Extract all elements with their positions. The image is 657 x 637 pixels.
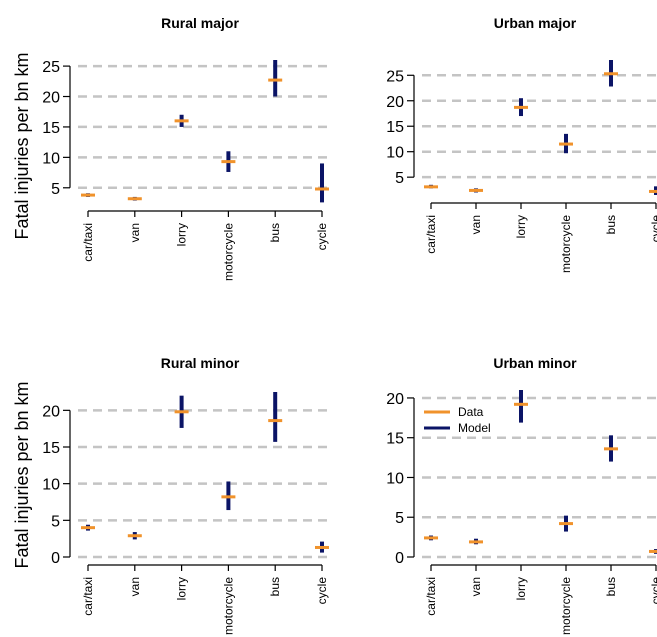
y-tick-label: 0 bbox=[395, 550, 404, 567]
x-tick-label: lorry bbox=[514, 215, 528, 238]
x-tick-label: van bbox=[469, 577, 483, 596]
x-tick-label: bus bbox=[268, 223, 282, 242]
x-tick-label: car/taxi bbox=[81, 577, 95, 616]
x-tick-label: cycle bbox=[649, 215, 657, 243]
panel-title: Urban major bbox=[494, 15, 577, 31]
y-tick-label: 5 bbox=[395, 510, 404, 527]
x-tick-label: lorry bbox=[175, 577, 189, 600]
x-tick-label: bus bbox=[604, 577, 618, 596]
x-tick-label: bus bbox=[604, 215, 618, 234]
x-tick-label: van bbox=[128, 223, 142, 242]
x-tick-label: cycle bbox=[315, 223, 329, 251]
x-tick-label: motorcycle bbox=[221, 577, 235, 635]
x-tick-label: van bbox=[469, 215, 483, 234]
x-tick-label: cycle bbox=[315, 577, 329, 605]
y-tick-label: 20 bbox=[42, 403, 60, 420]
y-tick-label: 5 bbox=[51, 513, 60, 530]
x-tick-label: lorry bbox=[514, 577, 528, 600]
y-tick-label: 20 bbox=[386, 94, 404, 111]
y-tick-label: 10 bbox=[42, 150, 60, 167]
y-tick-label: 5 bbox=[51, 181, 60, 198]
y-tick-label: 15 bbox=[42, 120, 60, 137]
y-tick-label: 0 bbox=[51, 550, 60, 567]
y-tick-label: 15 bbox=[386, 431, 404, 448]
y-tick-label: 10 bbox=[386, 470, 404, 487]
legend-model-label: Model bbox=[458, 421, 491, 435]
x-tick-label: cycle bbox=[649, 577, 657, 605]
panel-title: Urban minor bbox=[493, 355, 577, 371]
x-tick-label: bus bbox=[268, 577, 282, 596]
x-tick-label: car/taxi bbox=[424, 577, 438, 616]
x-tick-label: motorcycle bbox=[559, 577, 573, 635]
y-tick-label: 10 bbox=[386, 145, 404, 162]
x-tick-label: van bbox=[128, 577, 142, 596]
x-tick-label: car/taxi bbox=[424, 215, 438, 254]
y-axis-label-bottom: Fatal injuries per bn km bbox=[12, 381, 32, 568]
y-tick-label: 20 bbox=[42, 90, 60, 107]
y-tick-label: 15 bbox=[386, 119, 404, 136]
y-tick-label: 25 bbox=[386, 68, 404, 85]
legend-data-label: Data bbox=[458, 405, 484, 419]
panel-title: Rural minor bbox=[161, 355, 240, 371]
y-axis-label-top: Fatal injuries per bn km bbox=[12, 52, 32, 239]
x-tick-label: motorcycle bbox=[221, 223, 235, 281]
y-tick-label: 5 bbox=[395, 170, 404, 187]
y-tick-label: 10 bbox=[42, 477, 60, 494]
x-tick-label: car/taxi bbox=[81, 223, 95, 262]
x-tick-label: lorry bbox=[175, 223, 189, 246]
x-tick-label: motorcycle bbox=[559, 215, 573, 273]
y-tick-label: 15 bbox=[42, 440, 60, 457]
panel-title: Rural major bbox=[161, 15, 239, 31]
y-tick-label: 20 bbox=[386, 391, 404, 408]
y-tick-label: 25 bbox=[42, 59, 60, 76]
